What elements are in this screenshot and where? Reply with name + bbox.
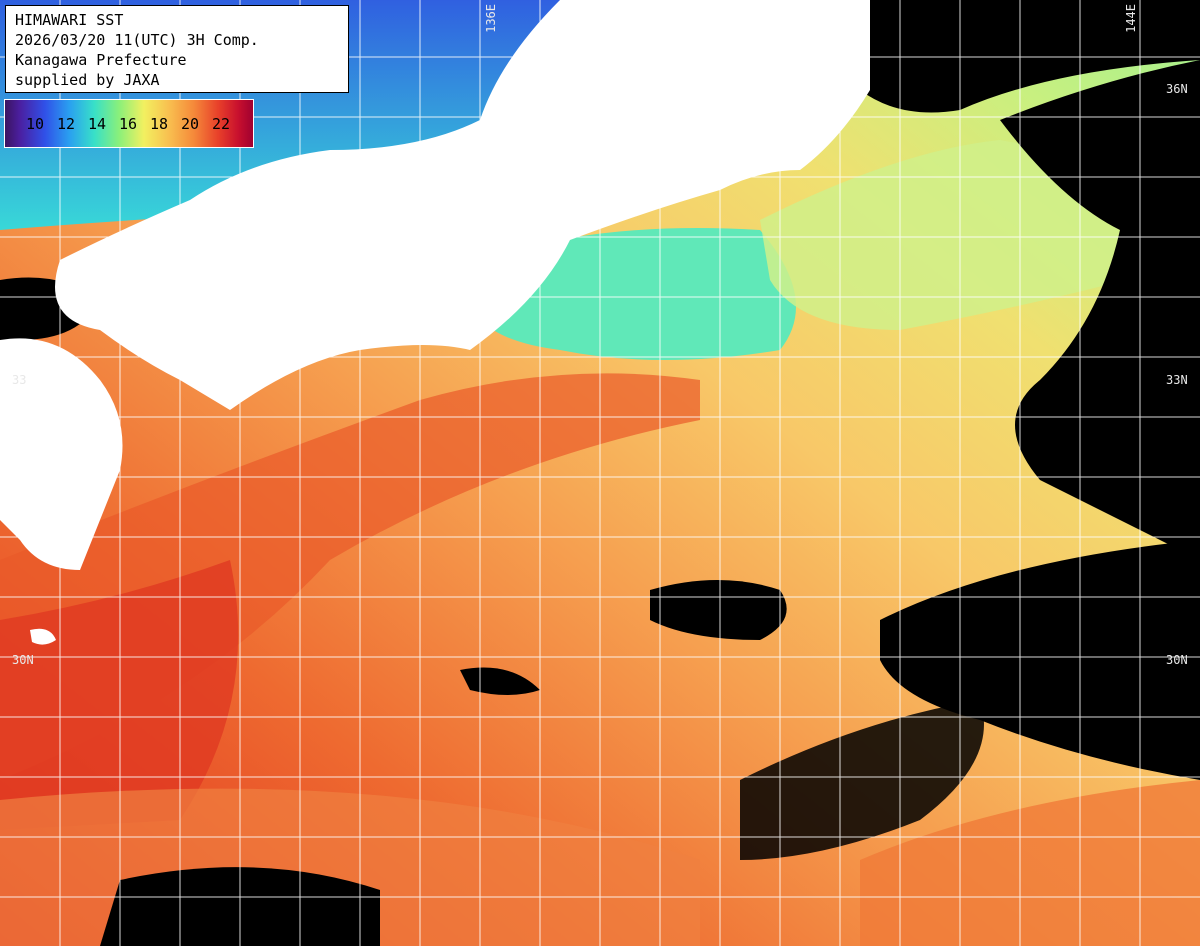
scale-tick: 14 <box>88 115 107 133</box>
southeast-warm <box>860 780 1200 946</box>
scale-tick: 18 <box>150 115 169 133</box>
color-scale-labels: 10 12 14 16 18 20 22 <box>5 100 253 147</box>
lat-label-36n-right: 36N <box>1166 82 1188 96</box>
lon-label-144e: 144E <box>1124 4 1138 33</box>
color-scale-bar: 10 12 14 16 18 20 22 <box>4 99 254 148</box>
title-box: HIMAWARI SST 2026/03/20 11(UTC) 3H Comp.… <box>5 5 349 93</box>
land-shikoku <box>237 262 387 344</box>
cloud-east <box>1000 60 1200 560</box>
issuer: Kanagawa Prefecture <box>15 51 187 69</box>
lat-label-30n-left: 30N <box>12 653 34 667</box>
lat-label-33-left: 33 <box>12 373 27 387</box>
land-island <box>30 628 56 645</box>
cloud-south-streak <box>740 700 984 860</box>
land-kyushu <box>0 338 123 570</box>
scale-tick: 22 <box>212 115 231 133</box>
data-credit: supplied by JAXA <box>15 71 160 89</box>
scale-tick: 10 <box>26 115 45 133</box>
timestamp: 2026/03/20 11(UTC) 3H Comp. <box>15 31 259 49</box>
lat-label-33n-right: 33N <box>1166 373 1188 387</box>
cloud-northeast <box>860 0 1200 113</box>
lat-label-30n-right: 30N <box>1166 653 1188 667</box>
scale-tick: 16 <box>119 115 138 133</box>
cloud-center <box>650 580 787 640</box>
product-title: HIMAWARI SST <box>15 11 124 29</box>
scale-tick: 12 <box>57 115 76 133</box>
scale-tick: 20 <box>181 115 200 133</box>
lon-label-136e: 136E <box>484 4 498 33</box>
